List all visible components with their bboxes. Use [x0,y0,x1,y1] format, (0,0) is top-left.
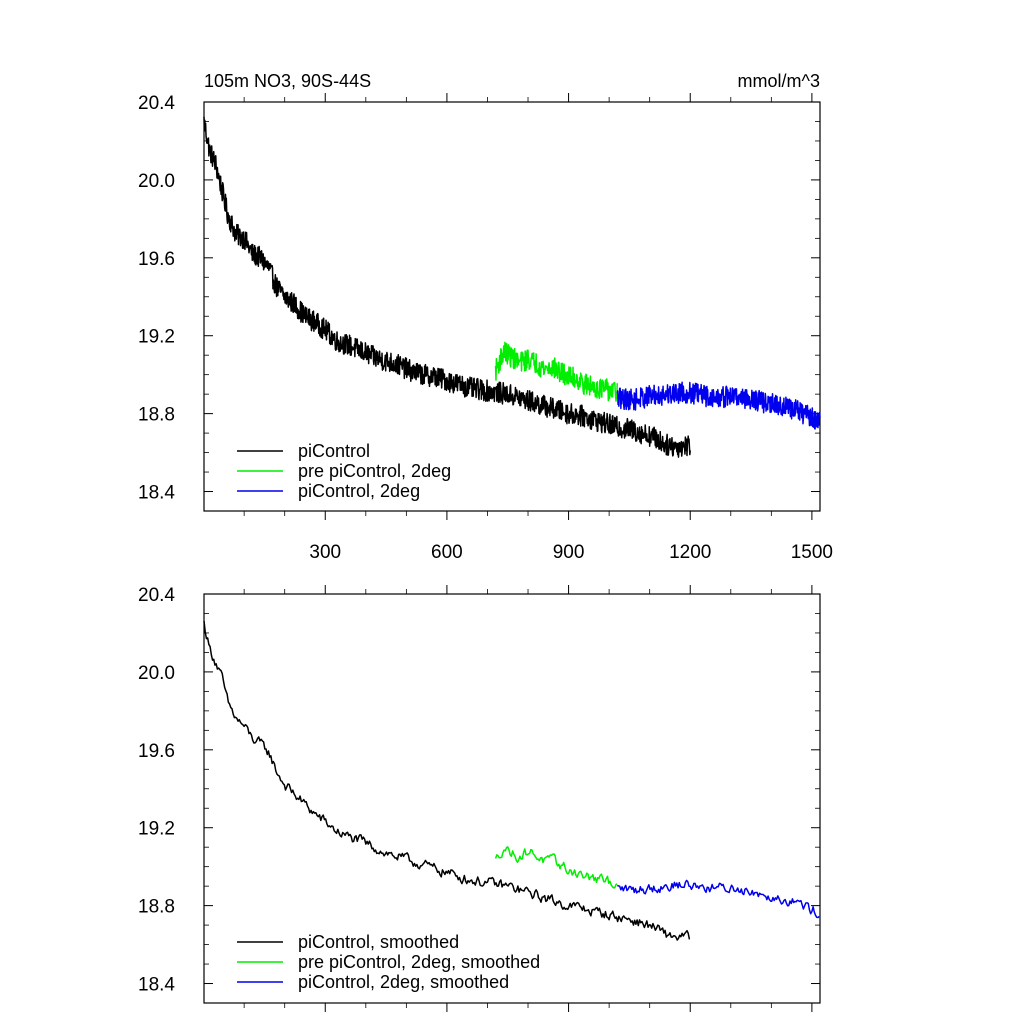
legend-label: piControl, smoothed [298,932,459,952]
chart-title: 105m NO3, 90S-44S [204,71,371,91]
y-tick-label: 20.4 [138,93,175,114]
units-label: mmol/m^3 [738,71,820,91]
y-tick-label: 18.4 [138,483,175,504]
bottom-panel: 20.4 20.0 19.6 19.2 18.8 18.4 piControl, smoot… [138,585,821,1012]
y-tick-label: 18.8 [138,897,175,918]
legend-label: pre piControl, 2deg, smoothed [298,952,540,972]
legend-label: piControl, 2deg [298,481,420,501]
y-tick-label: 20.0 [138,171,175,192]
series-line-pre-picontrol-2deg-smoothed [494,846,618,889]
x-tick-label: 1500 [791,542,833,563]
y-tick-label: 20.0 [138,663,175,684]
series-line-picontrol-2deg-smoothed [617,879,820,919]
y-tick-label: 18.4 [138,975,175,996]
y-tick-label: 19.6 [138,741,175,762]
series-line-picontrol [203,116,691,458]
series-line-picontrol-smoothed [203,620,691,941]
series-line-picontrol-2deg [616,381,821,430]
x-tick-label: 300 [309,542,341,563]
plot-frame [203,593,821,1004]
y-tick-label: 19.2 [138,819,175,840]
plot-frame [203,101,821,512]
y-tick-label: 18.8 [138,405,175,426]
series-line-pre-picontrol-2deg [494,341,618,402]
y-tick-label: 20.4 [138,585,175,606]
x-tick-label: 600 [431,542,463,563]
top-panel: 20.4 20.0 19.6 19.2 18.8 18.4 300 600 900 1200 150… [138,93,833,563]
legend-label: piControl, 2deg, smoothed [298,972,509,992]
y-tick-label: 19.6 [138,249,175,270]
legend-label: piControl [298,441,370,461]
x-tick-label: 1200 [669,542,711,563]
legend-label: pre piControl, 2deg [298,461,451,481]
x-tick-label: 900 [553,542,585,563]
y-tick-label: 19.2 [138,327,175,348]
